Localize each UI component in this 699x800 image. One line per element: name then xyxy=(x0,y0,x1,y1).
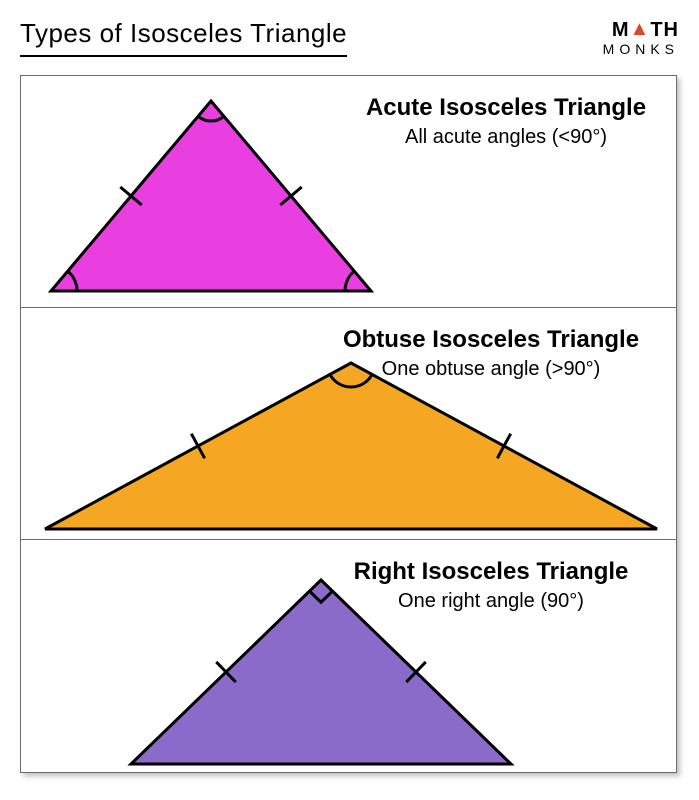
panel-acute: Acute Isosceles Triangle All acute angles… xyxy=(21,76,676,308)
panel-text-acute: Acute Isosceles Triangle All acute angles… xyxy=(346,94,666,149)
panels-container: Acute Isosceles Triangle All acute angles… xyxy=(20,75,677,773)
type-title: Obtuse Isosceles Triangle xyxy=(326,326,656,354)
type-subtitle: All acute angles (<90°) xyxy=(346,126,666,149)
type-subtitle: One right angle (90°) xyxy=(326,590,656,613)
panel-text-obtuse: Obtuse Isosceles Triangle One obtuse angl… xyxy=(326,326,656,381)
type-subtitle: One obtuse angle (>90°) xyxy=(326,358,656,381)
panel-obtuse: Obtuse Isosceles Triangle One obtuse angl… xyxy=(21,308,676,540)
logo-line1: M▲TH xyxy=(603,20,679,40)
acute-triangle xyxy=(21,76,401,307)
panel-right: Right Isosceles Triangle One right angle … xyxy=(21,540,676,772)
logo-th: TH xyxy=(650,19,679,41)
logo: M▲TH MONKS xyxy=(603,18,679,56)
logo-triangle-icon: ▲ xyxy=(630,19,651,39)
logo-m: M xyxy=(612,19,630,41)
logo-line2: MONKS xyxy=(603,42,679,56)
type-title: Acute Isosceles Triangle xyxy=(346,94,666,122)
page-title: Types of Isosceles Triangle xyxy=(20,18,347,57)
type-title: Right Isosceles Triangle xyxy=(326,558,656,586)
panel-text-right: Right Isosceles Triangle One right angle … xyxy=(326,558,656,613)
